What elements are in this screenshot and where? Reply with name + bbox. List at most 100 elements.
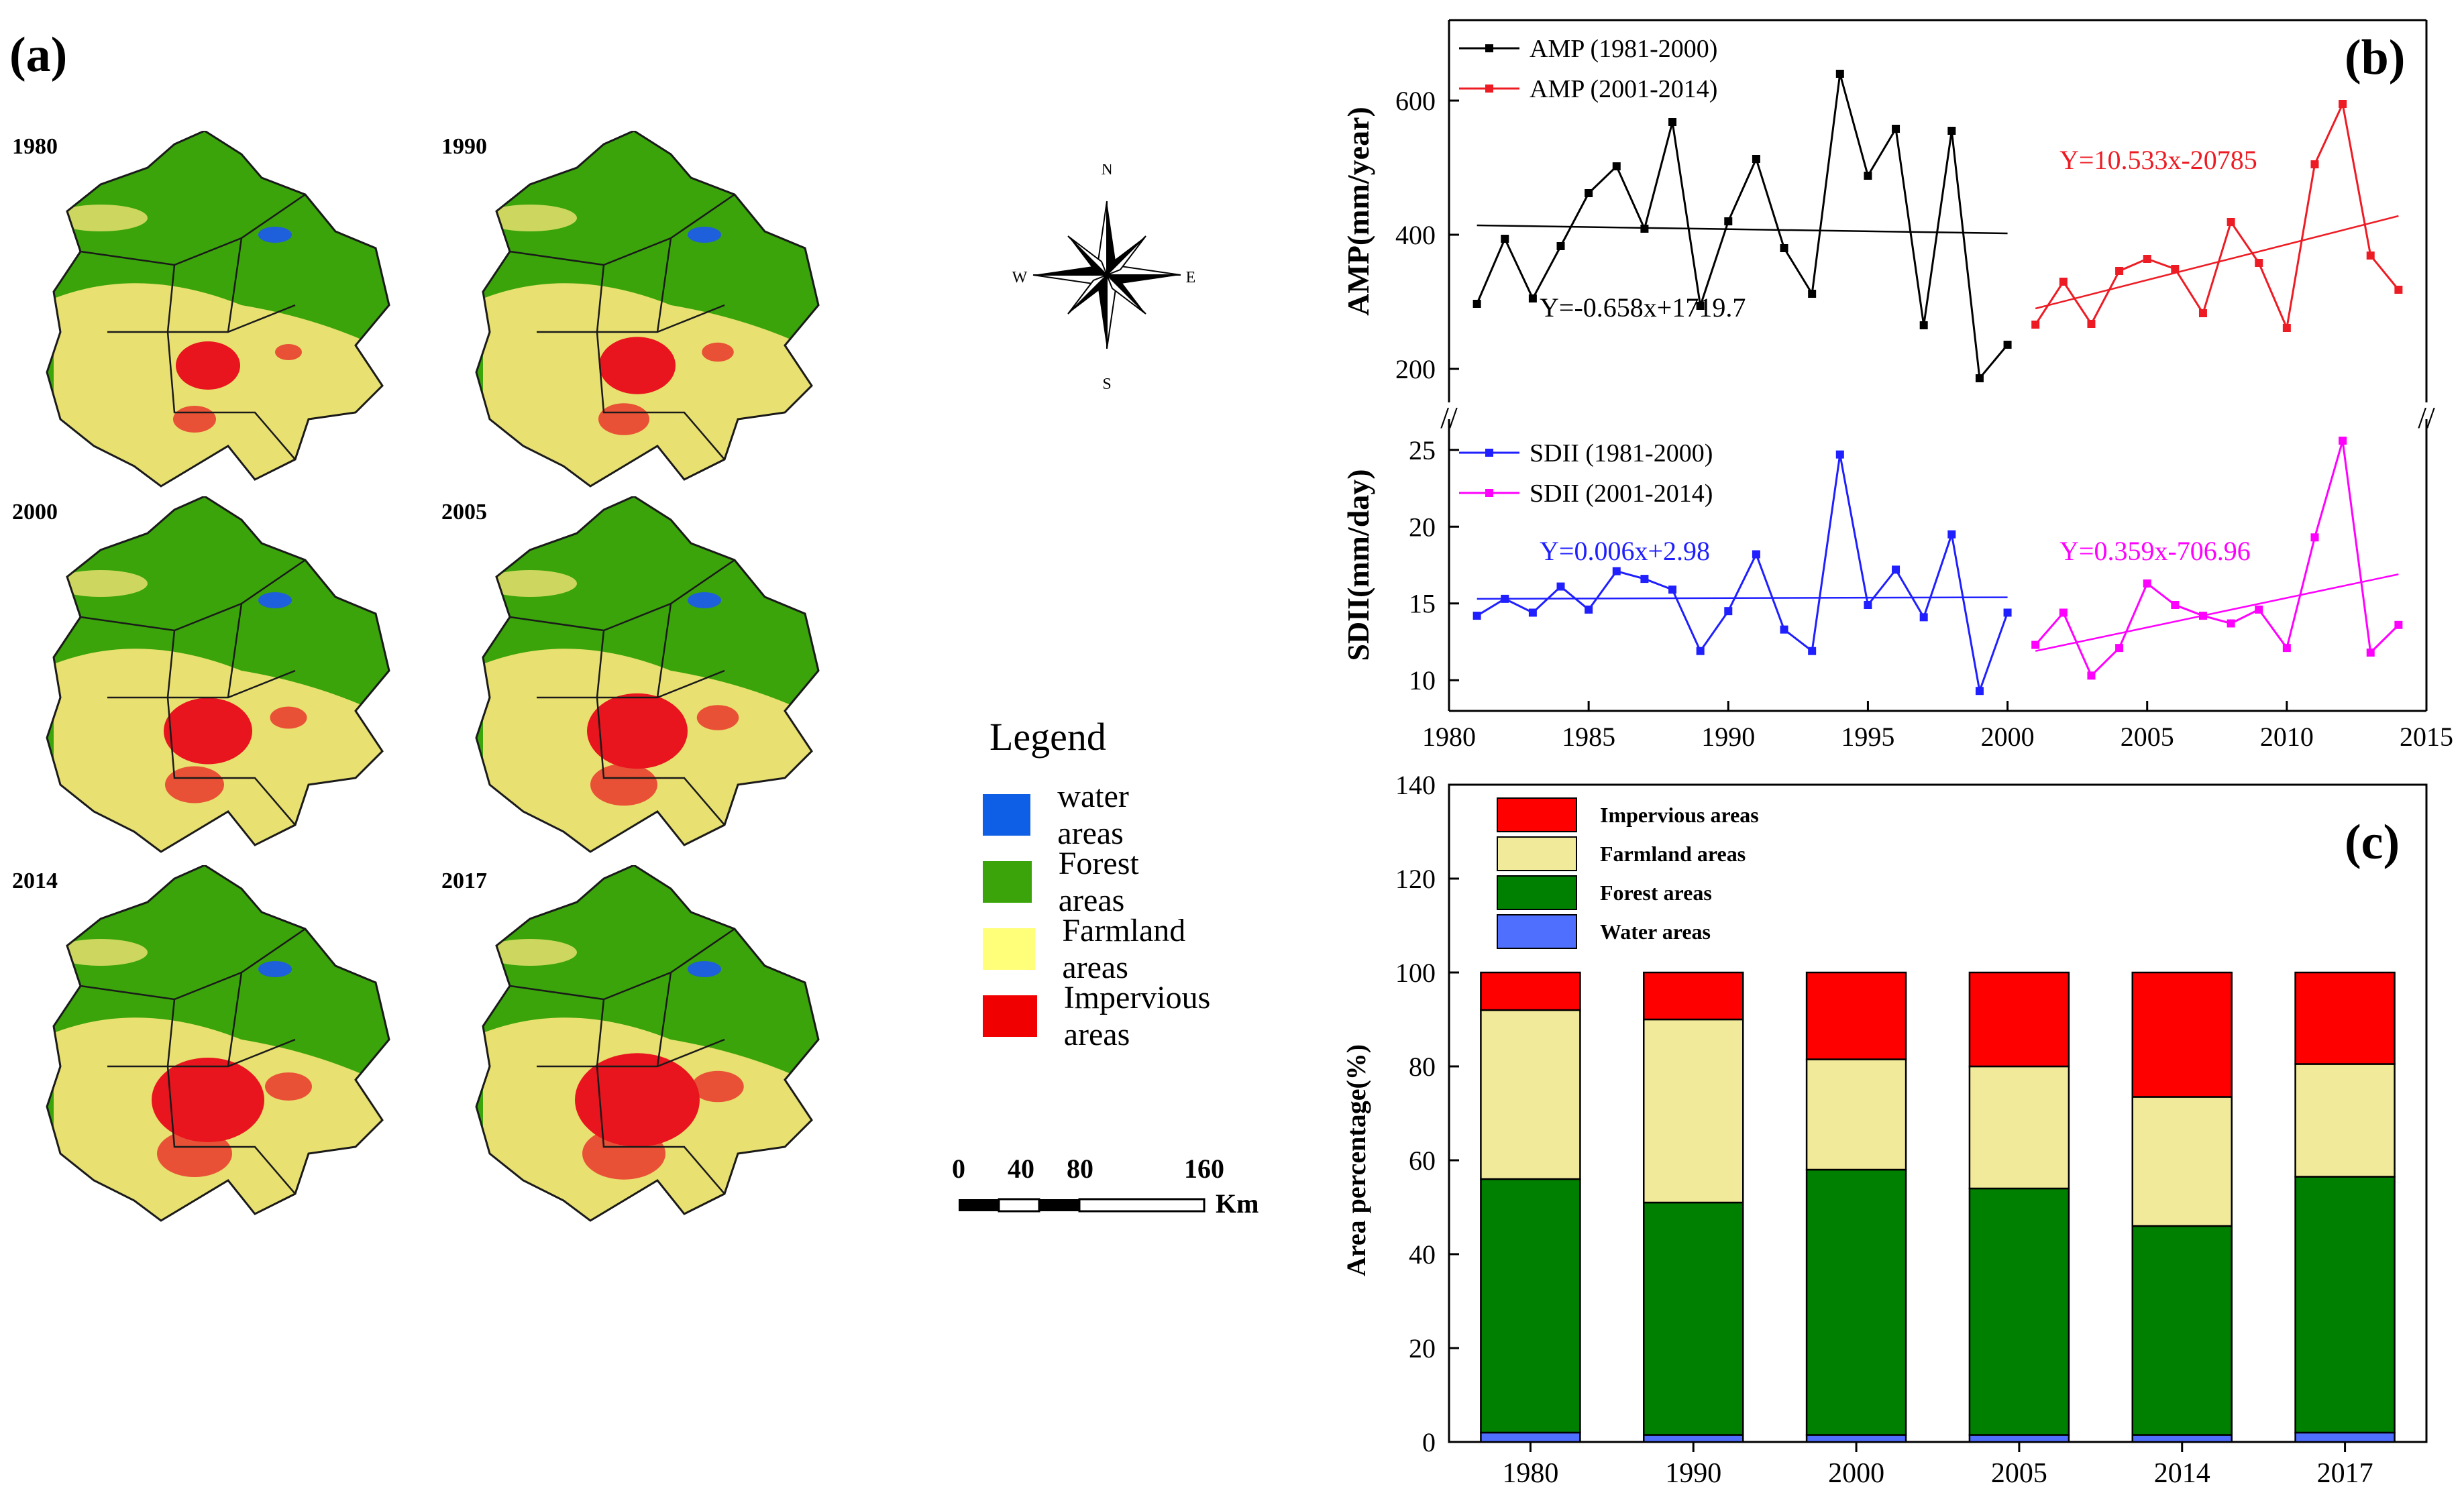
sdii-point (2282, 644, 2291, 653)
bar-ytick-label: 0 (1422, 1427, 1436, 1457)
amp-point (1585, 189, 1593, 197)
sdii-point (2227, 619, 2235, 628)
amp-point (1472, 300, 1481, 308)
bar-segment (2294, 1063, 2396, 1178)
x-tick-label: 2010 (2260, 722, 2314, 752)
bar-legend-label: Farmland areas (1600, 842, 1746, 866)
bar-segment (2131, 1096, 2233, 1227)
map-year-label: 1980 (12, 134, 58, 159)
bar-legend-label: Forest areas (1600, 881, 1712, 905)
amp-legend-label: AMP (2001-2014) (1530, 75, 1717, 103)
bar-category-label: 2000 (1828, 1458, 1884, 1489)
amp-ylabel: AMP(mm/year) (1341, 107, 1375, 316)
scale-bar: 0 40 80 160 Km (952, 1154, 1258, 1219)
bar-segment (2131, 971, 2233, 1098)
compass-rose-icon: N S E W (1012, 164, 1196, 392)
bar-legend-swatch (1497, 914, 1577, 949)
bar-ytick-label: 140 (1395, 770, 1436, 800)
panel-c-label: (c) (2345, 815, 2400, 870)
bar-segment (1643, 1018, 1744, 1204)
amp-point (2339, 100, 2347, 108)
sdii-point (1808, 647, 1817, 655)
amp-point (2031, 321, 2040, 329)
map-year-label: 2014 (12, 869, 58, 893)
scale-unit: Km (1216, 1188, 1258, 1219)
bar-segment (2131, 1434, 2233, 1443)
legend-swatch (983, 861, 1032, 903)
map-year-label: 1990 (441, 134, 487, 159)
legend-swatch (983, 995, 1037, 1037)
sdii-point (2003, 608, 2012, 617)
land-use-map-2005 (475, 496, 820, 853)
sdii-point (1640, 575, 1649, 583)
amp-point (1528, 294, 1537, 302)
legend-swatch (983, 794, 1031, 836)
bar-ytick-label: 20 (1409, 1333, 1436, 1363)
x-tick-label: 1990 (1701, 722, 1755, 752)
legend-swatch (983, 928, 1036, 970)
sdii-ytick-label: 15 (1409, 589, 1436, 619)
land-use-map-2000 (46, 496, 390, 853)
sdii-point (2115, 644, 2124, 653)
amp-trendline (1477, 224, 2008, 235)
bar-segment (1643, 1201, 1744, 1436)
sdii-point (2394, 620, 2403, 629)
bar-segment (1643, 971, 1744, 1021)
bar-segment (1805, 1168, 1907, 1436)
sdii-trendline (1477, 596, 2008, 600)
sdii-point (2059, 608, 2068, 617)
bar-category-label: 2014 (2154, 1458, 2210, 1489)
amp-point (2227, 218, 2235, 226)
amp-trend-label: Y=-0.658x+1719.7 (1540, 292, 1746, 323)
sdii-legend-label: SDII (1981-2000) (1530, 439, 1713, 467)
panel-b-label: (b) (2345, 30, 2405, 85)
amp-point (1724, 217, 1733, 225)
bar-ytick-label: 100 (1395, 958, 1436, 988)
land-use-map-2017 (475, 865, 820, 1222)
x-tick-label: 1985 (1562, 722, 1615, 752)
bar-frame (1448, 783, 2428, 1443)
amp-point (1919, 321, 1928, 329)
sdii-point (1864, 601, 1872, 610)
bar-ytick-label: 80 (1409, 1052, 1436, 1082)
sdii-point (1975, 687, 1984, 695)
amp-trendline (2035, 215, 2399, 310)
bar-segment (2131, 1225, 2233, 1436)
sdii-point (1752, 550, 1760, 559)
amp-series-line (1476, 73, 2008, 381)
axis-break-mark: // (2418, 400, 2435, 435)
bar-segment (1480, 1178, 1581, 1434)
bar-segment (2294, 1431, 2396, 1443)
bar-category-label: 1980 (1502, 1458, 1558, 1489)
sdii-point (1556, 582, 1565, 591)
amp-ytick-label: 600 (1395, 86, 1436, 116)
sdii-series-line (1476, 454, 2008, 695)
sdii-point (2031, 641, 2040, 649)
sdii-point (2366, 649, 2375, 657)
bar-segment (1968, 1187, 2070, 1436)
map-year-label: 2000 (12, 500, 58, 524)
x-tick-label: 1980 (1422, 722, 1476, 752)
sdii-ytick-label: 25 (1409, 435, 1436, 465)
bar-ylabel: Area percentage(%) (1341, 1044, 1371, 1276)
legend-label: water areas (1057, 779, 1129, 851)
bar-segment (1968, 1065, 2070, 1190)
bar-segment (1805, 1434, 1907, 1443)
amp-point (2198, 309, 2207, 317)
bar-category-label: 2017 (2317, 1458, 2373, 1489)
scale-tick-160: 160 (1184, 1154, 1224, 1184)
sdii-point (2255, 605, 2263, 614)
amp-point (2059, 278, 2068, 286)
sdii-point (1472, 612, 1481, 620)
scale-tick-80: 80 (1067, 1154, 1093, 1184)
sdii-point (1668, 586, 1677, 594)
x-tick-label: 2000 (1981, 722, 2035, 752)
legend-item: Farmland areas (983, 912, 1206, 986)
bar-segment (1480, 1431, 1581, 1443)
amp-point (1835, 70, 1844, 78)
map-year-label: 2017 (441, 869, 487, 893)
bar-segment (1805, 1058, 1907, 1171)
bar-segment (2294, 971, 2396, 1065)
amp-point (2171, 265, 2180, 273)
